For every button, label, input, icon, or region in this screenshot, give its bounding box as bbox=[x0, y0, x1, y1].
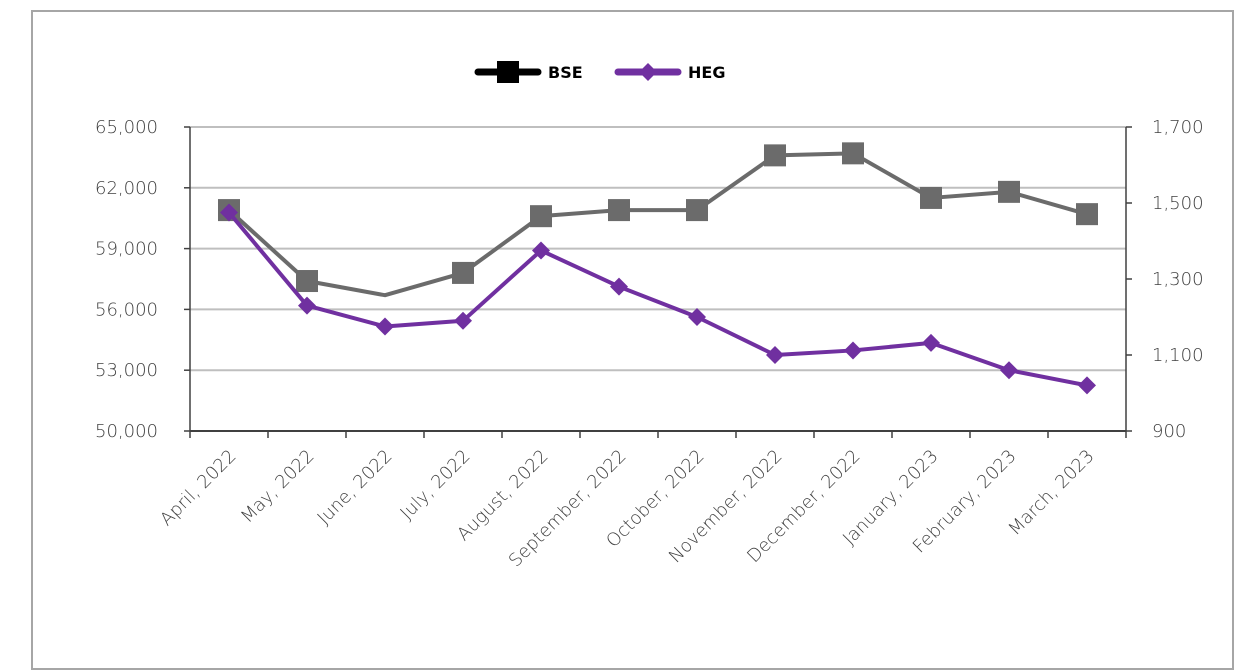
data-point-bse bbox=[764, 144, 786, 167]
x-tick-label: July, 2022 bbox=[396, 446, 474, 524]
series-layer bbox=[218, 142, 1098, 395]
y-left-tick-label: 59,000 bbox=[95, 239, 158, 260]
data-point-heg bbox=[766, 346, 784, 364]
series-line-heg bbox=[227, 211, 1088, 388]
y-left-tick-label: 62,000 bbox=[95, 178, 158, 199]
y-right-tick-label: 1,500 bbox=[1152, 193, 1204, 214]
y-right-tick-label: 1,300 bbox=[1152, 269, 1204, 290]
series-line-bse bbox=[227, 151, 1088, 298]
data-point-heg bbox=[376, 317, 394, 336]
y-left-tick-label: 53,000 bbox=[95, 360, 158, 381]
legend-label-heg: HEG bbox=[688, 63, 725, 82]
data-point-bse bbox=[998, 180, 1020, 203]
data-point-heg bbox=[610, 277, 628, 296]
data-point-heg bbox=[922, 333, 940, 352]
data-point-bse bbox=[1076, 203, 1098, 226]
data-point-heg bbox=[1000, 361, 1018, 380]
x-tick-label: June, 2022 bbox=[313, 446, 396, 529]
axis-layer bbox=[184, 126, 1132, 438]
data-point-heg bbox=[688, 308, 706, 326]
data-point-heg bbox=[454, 311, 472, 330]
data-point-bse bbox=[842, 142, 864, 165]
data-point-bse bbox=[686, 199, 708, 222]
y-left-tick-label: 65,000 bbox=[95, 117, 158, 138]
y-right-tick-label: 1,700 bbox=[1152, 117, 1204, 138]
legend-marker-bse bbox=[497, 61, 519, 83]
data-point-bse bbox=[452, 261, 474, 284]
x-tick-label: May, 2022 bbox=[237, 446, 319, 528]
data-point-bse bbox=[608, 199, 630, 222]
y-right-tick-label: 1,100 bbox=[1152, 345, 1204, 366]
y-right-tick-label: 900 bbox=[1152, 421, 1186, 442]
data-point-bse bbox=[296, 270, 318, 293]
data-point-heg bbox=[298, 296, 316, 315]
grid-layer bbox=[190, 126, 1126, 372]
legend-label-bse: BSE bbox=[548, 63, 583, 82]
y-left-tick-label: 50,000 bbox=[95, 421, 158, 442]
data-point-heg bbox=[220, 203, 238, 222]
data-point-bse bbox=[920, 186, 942, 209]
label-layer: 50,000 53,000 56,000 59,000 62,000 65,000 900 1… bbox=[95, 117, 1204, 571]
legend: BSE HEG bbox=[474, 61, 725, 83]
legend-marker-heg bbox=[639, 63, 657, 81]
data-point-heg bbox=[532, 241, 550, 260]
y-left-tick-label: 56,000 bbox=[95, 299, 158, 320]
chart-frame bbox=[31, 10, 1234, 670]
x-tick-label: April, 2022 bbox=[156, 446, 240, 530]
data-point-heg bbox=[1078, 376, 1096, 395]
data-point-heg bbox=[844, 341, 862, 360]
data-point-bse bbox=[530, 205, 552, 228]
